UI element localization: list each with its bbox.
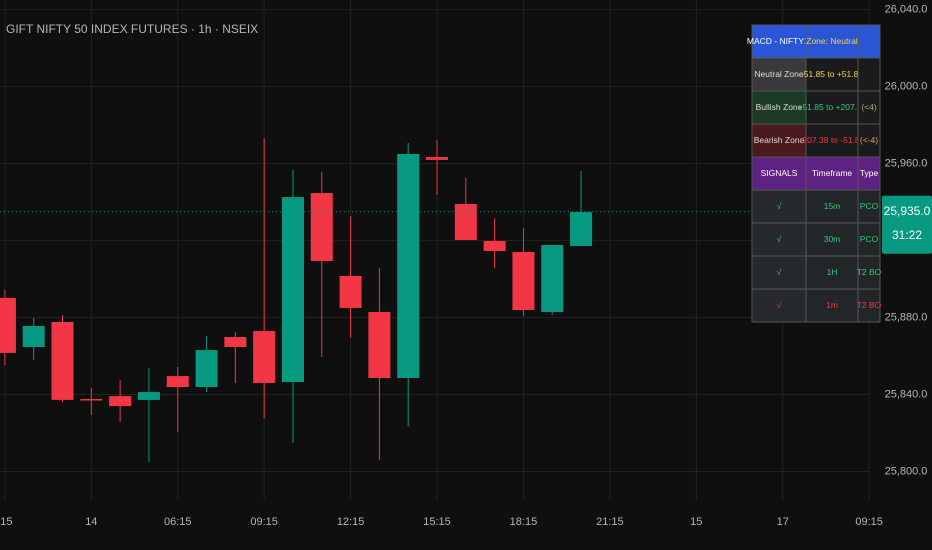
table-text: (<4) <box>861 102 877 112</box>
x-tick-label: 15:15 <box>423 516 451 528</box>
y-tick-label: 25,880.0 <box>885 311 928 323</box>
x-tick-label: 09:15 <box>250 516 278 528</box>
table-text: Zone: Neutral <box>806 36 858 46</box>
table-text: √ <box>777 267 782 277</box>
y-tick-label: 25,800.0 <box>885 465 928 477</box>
table-text: +51.85 to +207.38 <box>797 102 866 112</box>
y-tick-label: 25,960.0 <box>885 157 928 169</box>
candle-body <box>483 240 506 251</box>
x-tick-label: 18:15 <box>510 516 538 528</box>
table-cell <box>805 222 859 257</box>
table-text: -207.38 to -51.85 <box>800 135 865 145</box>
table-cell <box>751 255 807 290</box>
candle-body <box>224 336 247 348</box>
x-tick-label: 15 <box>690 516 702 528</box>
x-tick-label: 12:15 <box>337 516 365 528</box>
candle-body <box>310 193 333 261</box>
y-tick-label: 25,840.0 <box>885 388 928 400</box>
table-cell <box>751 156 807 191</box>
table-text: √ <box>777 201 782 211</box>
x-tick-label: :15 <box>0 516 13 528</box>
last-price-label: 25,935.0 <box>884 204 931 218</box>
y-tick-label: 26,000.0 <box>885 81 928 93</box>
candle-body <box>253 331 276 383</box>
candle-body <box>339 275 362 308</box>
x-tick-label: 17 <box>777 516 789 528</box>
table-cell <box>805 57 859 92</box>
table-text: PCO <box>860 234 879 244</box>
x-tick-label: 21:15 <box>596 516 624 528</box>
table-text: √ <box>777 234 782 244</box>
table-text: 30m <box>824 234 841 244</box>
candle-body <box>281 197 304 383</box>
table-text: √ <box>777 300 782 310</box>
table-text: Type <box>860 168 879 178</box>
table-cell <box>857 24 881 59</box>
last-price-box <box>882 195 932 254</box>
candle-body <box>166 376 189 388</box>
table-text: (<-4) <box>860 135 878 145</box>
candle-body <box>80 398 103 401</box>
table-cell <box>857 57 881 92</box>
candle-body <box>397 153 420 378</box>
table-text: MACD - NIFTY1! <box>747 36 811 46</box>
table-cell <box>805 189 859 224</box>
table-cell <box>805 156 859 191</box>
x-tick-label: 09:15 <box>855 516 883 528</box>
candle-body <box>0 297 16 353</box>
table-cell <box>805 255 859 290</box>
table-text: Bullish Zone <box>756 102 803 112</box>
candle-body <box>195 350 218 388</box>
table-cell <box>751 288 807 323</box>
candle-body <box>512 251 535 311</box>
table-text: T2 BO <box>857 267 882 277</box>
table-cell <box>857 288 881 323</box>
table-cell <box>751 90 807 125</box>
table-text: T2 BO <box>857 300 882 310</box>
table-text: Neutral Zone <box>754 69 803 79</box>
table-cell <box>805 24 859 59</box>
x-tick-label: 06:15 <box>164 516 192 528</box>
candle-body <box>137 392 160 400</box>
table-text: -51.85 to +51.85 <box>801 69 863 79</box>
candle-body <box>22 326 45 348</box>
chart-title: GIFT NIFTY 50 INDEX FUTURES · 1h · NSEIX <box>6 22 258 36</box>
candle-body <box>454 204 477 240</box>
x-tick-label: 14 <box>85 516 97 528</box>
table-cell <box>805 288 859 323</box>
table-text: Bearish Zone <box>754 135 805 145</box>
table-text: 1H <box>827 267 838 277</box>
candle-body <box>51 321 74 400</box>
table-text: Timeframe <box>812 168 853 178</box>
candle-body <box>570 212 593 246</box>
y-tick-label: 26,040.0 <box>885 4 928 16</box>
candle-body <box>541 245 564 312</box>
countdown: 31:22 <box>892 228 922 242</box>
candle-body <box>368 311 391 378</box>
table-text: PCO <box>860 201 879 211</box>
table-text: 1m <box>826 300 838 310</box>
candle-body <box>426 157 449 160</box>
candle-body <box>109 396 132 407</box>
table-text: SIGNALS <box>761 168 798 178</box>
table-cell <box>751 189 807 224</box>
table-text: 15m <box>824 201 841 211</box>
